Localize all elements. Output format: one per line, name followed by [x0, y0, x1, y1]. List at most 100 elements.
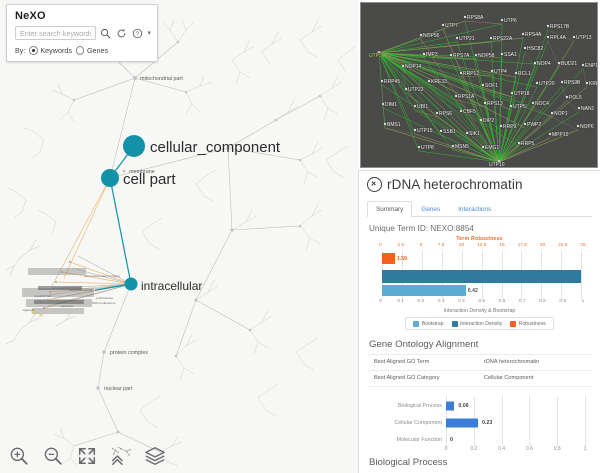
svg-text:cytosolic part: cytosolic part: [34, 294, 52, 298]
ontology-tree-canvas[interactable]: mitochondrial part membrane protein comp…: [0, 0, 358, 473]
svg-text:HSC82: HSC82: [527, 46, 543, 52]
axis-tick-label: 5: [419, 242, 423, 248]
page-title: rDNA heterochromatin: [387, 177, 523, 192]
legend-item-interaction-density: Interaction Density: [451, 320, 503, 327]
svg-text:UTP9: UTP9: [369, 53, 382, 59]
collapse-branch-icon[interactable]: [110, 445, 132, 467]
svg-text:RPS22A: RPS22A: [493, 36, 513, 42]
legend-item-robustness: Robustness: [510, 320, 546, 327]
axis-tick-label: 0.6: [525, 445, 533, 452]
axis-tick-label: 0.8: [553, 445, 561, 452]
radio-option-keywords[interactable]: Keywords: [29, 46, 72, 55]
go-bar-value-label: 0.23: [481, 419, 493, 426]
term-detail-panel: rDNA heterochromatin Summary Genes Inter…: [358, 170, 600, 473]
tab-genes[interactable]: Genes: [421, 206, 441, 213]
node-cellular-component: [123, 135, 145, 157]
svg-text:NOC4: NOC4: [535, 101, 549, 107]
fit-to-screen-icon[interactable]: [76, 445, 98, 467]
svg-text:RPS13: RPS13: [487, 101, 503, 107]
axis-tick-label: 0.2: [417, 298, 425, 304]
svg-text:RPS6: RPS6: [439, 111, 452, 117]
radio-keywords-icon[interactable]: [29, 46, 38, 55]
radio-genes-icon[interactable]: [75, 46, 85, 55]
svg-text:UTP20: UTP20: [539, 81, 555, 87]
go-alignment-title: Gene Ontology Alignment: [369, 338, 479, 350]
radio-option-genes[interactable]: Genes: [75, 46, 108, 55]
network-edges: [378, 20, 588, 163]
network-gene-labels: RPS8A UTP6 UTP7 RPS17B NOP56 UTP21 RPS22A RP…: [368, 14, 597, 167]
zoom-out-icon[interactable]: [42, 445, 64, 467]
close-icon[interactable]: [367, 177, 382, 192]
interaction-network-canvas[interactable]: RPS8A UTP6 UTP7 RPS17B NOP56 UTP21 RPS22A RP…: [361, 3, 597, 167]
svg-text:RCL1: RCL1: [518, 71, 531, 77]
svg-text:KRI1: KRI1: [589, 81, 597, 87]
highlighted-nodes: [101, 135, 145, 291]
highlight-edges: [39, 145, 135, 309]
zoom-in-icon[interactable]: [8, 445, 30, 467]
chevron-down-icon[interactable]: ▾: [147, 29, 151, 37]
svg-text:nuclear part: nuclear part: [104, 386, 133, 392]
search-row: ? ▾: [15, 26, 151, 40]
layers-icon[interactable]: [144, 445, 166, 467]
interaction-network-panel[interactable]: RPS8A UTP6 UTP7 RPS17B NOP56 UTP21 RPS22A RP…: [360, 2, 598, 168]
svg-text:UTP10: UTP10: [489, 162, 505, 167]
tab-summary[interactable]: Summary: [367, 201, 413, 217]
ontology-tree-panel[interactable]: mitochondrial part membrane protein comp…: [0, 0, 358, 473]
axis-tick-label: 15: [499, 242, 505, 248]
bar-value-label: 0.42: [467, 287, 478, 294]
grid-line: [529, 395, 531, 446]
node-intracellular: [124, 277, 138, 291]
tab-interactions[interactable]: Interactions: [458, 206, 492, 213]
robustness-legend-holder: Bootstrap Interaction Density Robustness: [367, 314, 592, 332]
axis-tick-label: 20: [539, 242, 546, 248]
node-cell-part: [101, 169, 119, 187]
robustness-bottom-axis: 0 0.1 0.2 0.3 0.4 0.5 0.6 0.7 0.8 0.9 1: [367, 299, 592, 307]
svg-text:membrane: membrane: [129, 169, 155, 175]
go-bar-value-label: 0.06: [458, 402, 469, 409]
axis-tick-label: 0: [379, 242, 382, 248]
tree-tiny-labels: ribonucleoprotein complex ribosomal subu…: [22, 274, 121, 312]
svg-text:MSN5: MSN5: [455, 144, 469, 150]
go-bar: [446, 401, 455, 410]
help-icon[interactable]: ?: [131, 27, 144, 40]
dense-cluster: [5, 239, 98, 345]
svg-text:RPS8A: RPS8A: [467, 15, 484, 21]
svg-text:RRP5: RRP5: [521, 141, 535, 147]
svg-text:BMS1: BMS1: [387, 122, 401, 128]
search-input[interactable]: [15, 26, 97, 40]
axis-tick-label: 17.5: [517, 242, 527, 248]
svg-text:NOP14: NOP14: [405, 64, 422, 70]
axis-tick-label: 2.5: [397, 242, 405, 248]
svg-text:90S preribosome: 90S preribosome: [92, 301, 116, 305]
bar-bootstrap: [382, 284, 466, 296]
highlighted-node-labels: cellular_component cell part intracellul…: [123, 139, 281, 293]
svg-text:UTP13: UTP13: [576, 35, 592, 41]
robustness-legend: Bootstrap Interaction Density Robustness: [405, 317, 554, 330]
axis-tick-label: 0.6: [498, 298, 506, 304]
svg-text:RRP45: RRP45: [384, 79, 400, 85]
svg-text:RRP12: RRP12: [463, 71, 479, 77]
go-alignment-table: Best Aligned GO Term rDNA heterochromati…: [368, 353, 591, 387]
search-icon[interactable]: [99, 27, 112, 40]
svg-text:intracellular: intracellular: [141, 279, 202, 293]
tree-edges: [73, 39, 321, 453]
svg-text:EMG1: EMG1: [485, 145, 499, 151]
svg-text:RPS9B: RPS9B: [564, 80, 581, 86]
search-panel[interactable]: NeXO ?: [6, 4, 158, 62]
reset-icon[interactable]: [115, 27, 128, 40]
svg-text:UBI1: UBI1: [417, 104, 428, 110]
robustness-chart: Term Robustness 0 2.5 5 7.5 10 12.5 15 17.5 20 22…: [367, 236, 592, 332]
go-row-key: Best Aligned GO Term: [374, 359, 430, 365]
svg-text:IMP3: IMP3: [426, 52, 438, 58]
robustness-chart-title: Term Robustness: [456, 235, 503, 242]
svg-text:ENP1: ENP1: [585, 63, 597, 69]
axis-tick-label: 25: [580, 242, 586, 248]
svg-text:DIM1: DIM1: [385, 102, 397, 108]
axis-tick-label: 0.1: [397, 298, 405, 304]
svg-text:RRP9: RRP9: [503, 124, 517, 130]
legend-label-interaction-density: Interaction Density: [460, 320, 503, 327]
axis-tick-label: 22.5: [558, 242, 568, 248]
svg-text:MPP10: MPP10: [552, 132, 569, 138]
axis-tick-label: 0: [444, 445, 448, 452]
axis-tick-label: 1: [581, 298, 585, 304]
